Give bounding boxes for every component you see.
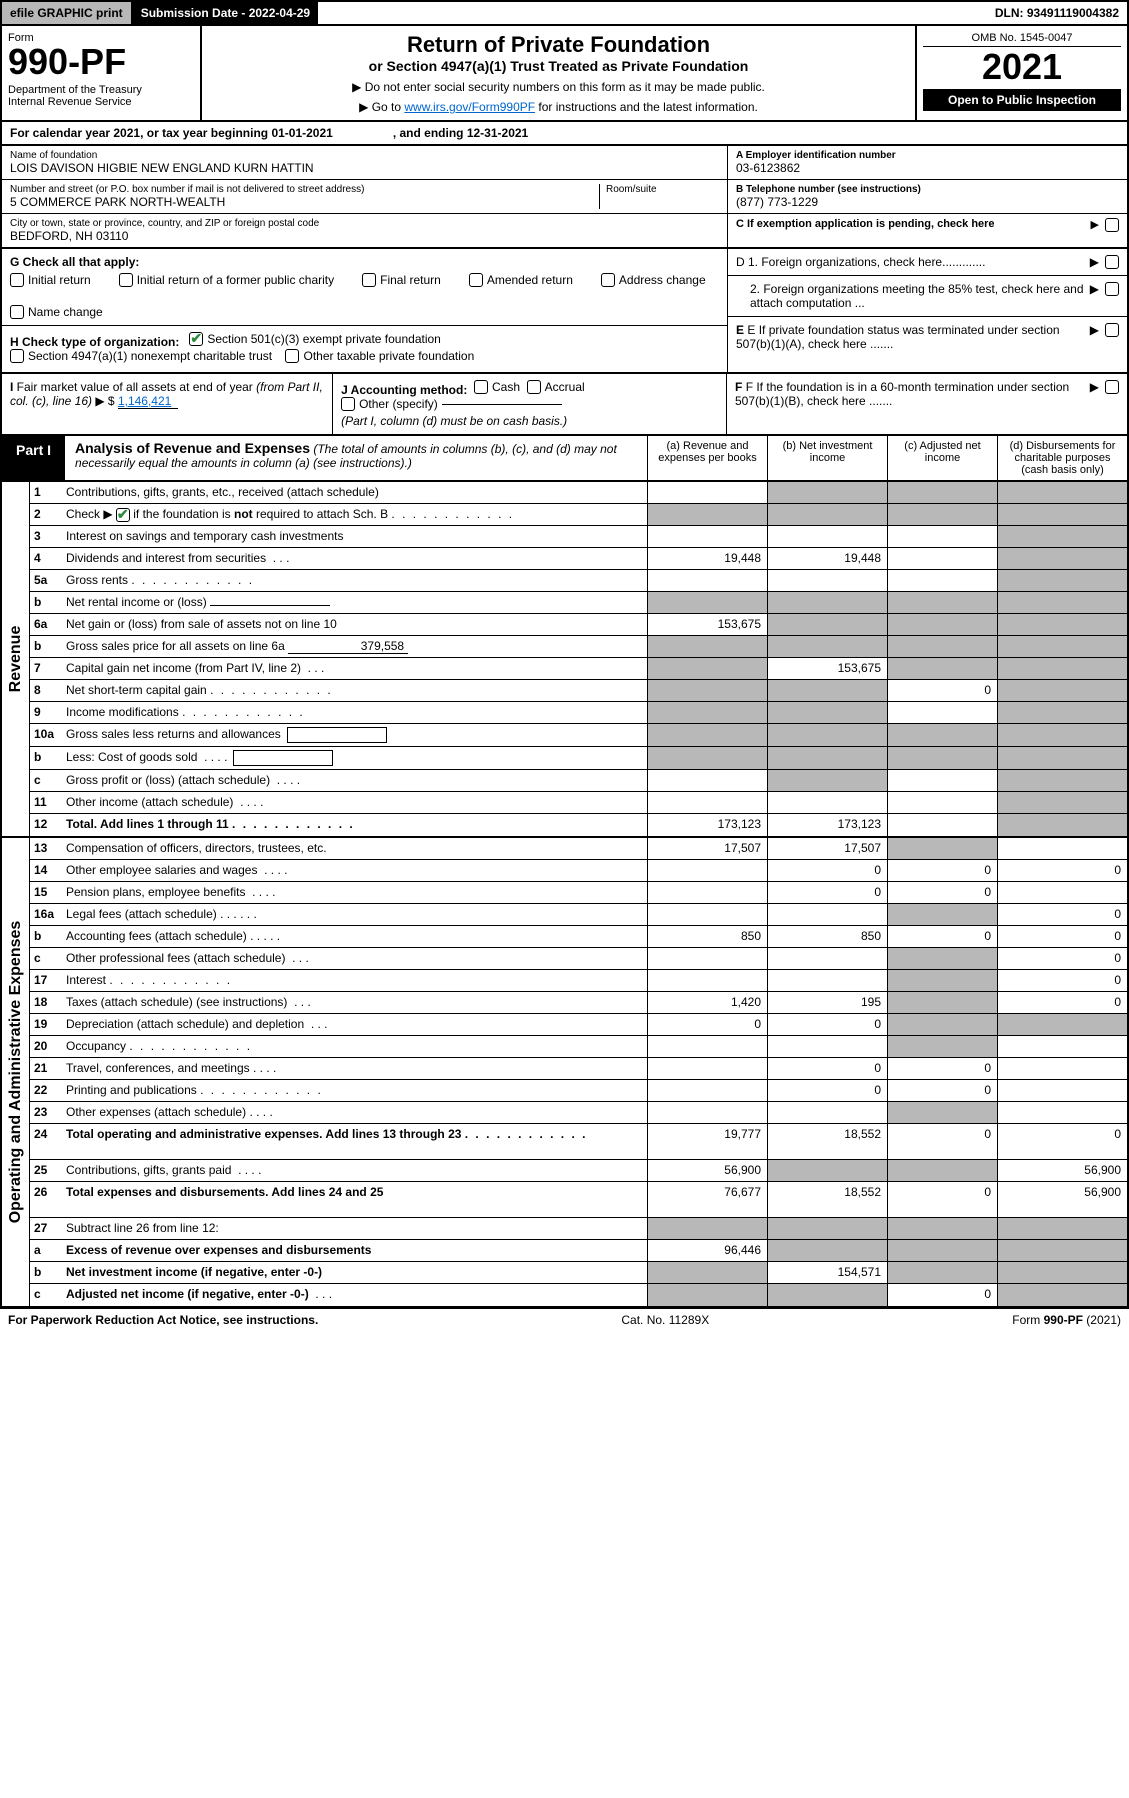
efile-badge: efile GRAPHIC print [2,2,133,24]
j-cell: J Accounting method: Cash Accrual Other … [333,374,727,434]
revenue-side-label: Revenue [2,482,30,836]
part1-tab: Part I [2,436,65,480]
i-fmv-value[interactable]: 1,146,421 [118,394,178,409]
h-501c3[interactable] [189,332,203,346]
omb-number: OMB No. 1545-0047 [923,32,1121,47]
cal-year-end: , and ending 12-31-2021 [393,126,528,140]
open-to-public: Open to Public Inspection [923,89,1121,111]
expenses-table: Operating and Administrative Expenses 13… [0,838,1129,1308]
cat-no: Cat. No. 11289X [621,1313,709,1327]
note-link: ▶ Go to www.irs.gov/Form990PF for instru… [208,100,909,114]
form-ref: Form 990-PF (2021) [1012,1313,1121,1327]
irs-link[interactable]: www.irs.gov/Form990PF [404,100,535,114]
g-final-return[interactable] [362,273,376,287]
g-amended-return[interactable] [469,273,483,287]
c-checkbox[interactable] [1105,218,1119,232]
ein-cell: A Employer identification number 03-6123… [728,146,1127,180]
f-cell: F F If the foundation is in a 60-month t… [727,374,1127,434]
col-b-header: (b) Net investment income [767,436,887,480]
ijf-row: I Fair market value of all assets at end… [0,374,1129,436]
city-cell: City or town, state or province, country… [2,214,727,247]
col-a-header: (a) Revenue and expenses per books [647,436,767,480]
g-address-change[interactable] [601,273,615,287]
form-number: 990-PF [8,44,194,80]
h-other-taxable[interactable] [285,349,299,363]
col-c-header: (c) Adjusted net income [887,436,997,480]
form-subtitle: or Section 4947(a)(1) Trust Treated as P… [208,58,909,74]
submission-date: Submission Date - 2022-04-29 [133,2,318,24]
f-checkbox[interactable] [1105,380,1119,394]
dln: DLN: 93491119004382 [987,2,1127,24]
e-checkbox[interactable] [1105,323,1119,337]
cal-year-begin: For calendar year 2021, or tax year begi… [10,126,333,140]
header-left: Form 990-PF Department of the TreasuryIn… [2,26,202,120]
d1-checkbox[interactable] [1105,255,1119,269]
header-center: Return of Private Foundation or Section … [202,26,917,120]
j-other[interactable] [341,397,355,411]
part1-title: Analysis of Revenue and Expenses (The to… [65,436,647,480]
expenses-side-label: Operating and Administrative Expenses [2,838,30,1306]
e-cell: E E If private foundation status was ter… [728,317,1127,357]
phone-cell: B Telephone number (see instructions) (8… [728,180,1127,214]
d2-cell: 2. Foreign organizations meeting the 85%… [728,276,1127,317]
address-cell: Number and street (or P.O. box number if… [2,180,727,214]
form-title: Return of Private Foundation [208,32,909,58]
revenue-table: Revenue 1Contributions, gifts, grants, e… [0,482,1129,838]
c-exemption-cell: C If exemption application is pending, c… [728,214,1127,236]
g-cell: G Check all that apply: Initial return I… [2,249,727,326]
j-accrual[interactable] [527,380,541,394]
tax-year: 2021 [923,47,1121,87]
note-ssn: ▶ Do not enter social security numbers o… [208,80,909,94]
r2-checkbox[interactable] [116,508,130,522]
foundation-name-cell: Name of foundation LOIS DAVISON HIGBIE N… [2,146,727,180]
j-cash[interactable] [474,380,488,394]
g-initial-former[interactable] [119,273,133,287]
entity-right: A Employer identification number 03-6123… [727,146,1127,247]
part1-header: Part I Analysis of Revenue and Expenses … [0,436,1129,482]
d1-cell: D 1. Foreign organizations, check here..… [728,249,1127,276]
top-bar: efile GRAPHIC print Submission Date - 20… [0,0,1129,26]
g-initial-return[interactable] [10,273,24,287]
entity-block: Name of foundation LOIS DAVISON HIGBIE N… [0,146,1129,249]
entity-left: Name of foundation LOIS DAVISON HIGBIE N… [2,146,727,247]
h-4947a1[interactable] [10,349,24,363]
d2-checkbox[interactable] [1105,282,1119,296]
section-gh-de: G Check all that apply: Initial return I… [0,249,1129,374]
i-cell: I Fair market value of all assets at end… [2,374,333,434]
form-header: Form 990-PF Department of the TreasuryIn… [0,26,1129,122]
dept-treasury: Department of the TreasuryInternal Reven… [8,84,194,108]
g-name-change[interactable] [10,305,24,319]
paperwork-notice: For Paperwork Reduction Act Notice, see … [8,1313,318,1327]
calendar-year-row: For calendar year 2021, or tax year begi… [0,122,1129,146]
page-footer: For Paperwork Reduction Act Notice, see … [0,1308,1129,1331]
h-cell: H Check type of organization: Section 50… [2,326,727,372]
column-headers: (a) Revenue and expenses per books (b) N… [647,436,1127,480]
header-right: OMB No. 1545-0047 2021 Open to Public In… [917,26,1127,120]
col-d-header: (d) Disbursements for charitable purpose… [997,436,1127,480]
